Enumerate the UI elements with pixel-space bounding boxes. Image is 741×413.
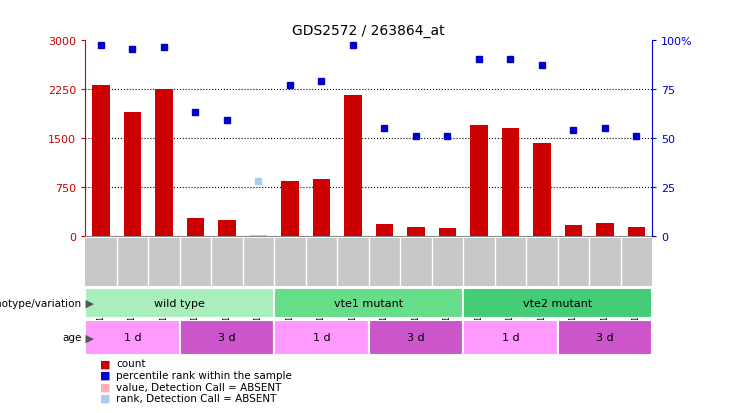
Bar [502, 129, 519, 237]
Bar [628, 227, 645, 237]
Text: ▶: ▶ [82, 298, 94, 308]
Bar [156, 90, 173, 237]
Text: 1 d: 1 d [313, 332, 330, 343]
Bar [463, 288, 652, 318]
Text: vte2 mutant: vte2 mutant [523, 298, 592, 308]
Bar [471, 126, 488, 237]
Bar [463, 320, 557, 355]
Text: ■: ■ [100, 358, 110, 368]
Title: GDS2572 / 263864_at: GDS2572 / 263864_at [293, 24, 445, 38]
Text: wild type: wild type [154, 298, 205, 308]
Bar [219, 221, 236, 237]
Bar [187, 218, 204, 237]
Bar [274, 320, 369, 355]
Text: percentile rank within the sample: percentile rank within the sample [116, 370, 292, 380]
Text: ■: ■ [100, 370, 110, 380]
Text: age: age [62, 332, 82, 343]
Bar [282, 181, 299, 237]
Bar [534, 144, 551, 237]
Bar [368, 320, 463, 355]
Bar [274, 288, 463, 318]
Bar [179, 320, 274, 355]
Bar [565, 225, 582, 237]
Bar [250, 236, 267, 237]
Text: 3 d: 3 d [596, 332, 614, 343]
Text: 1 d: 1 d [124, 332, 142, 343]
Text: value, Detection Call = ABSENT: value, Detection Call = ABSENT [116, 382, 282, 392]
Bar [85, 320, 179, 355]
Bar [93, 86, 110, 237]
Text: rank, Detection Call = ABSENT: rank, Detection Call = ABSENT [116, 393, 276, 403]
Bar [124, 112, 141, 237]
Bar [557, 320, 652, 355]
Bar [313, 180, 330, 237]
Bar [345, 95, 362, 237]
Text: ▶: ▶ [82, 332, 94, 343]
Text: 3 d: 3 d [218, 332, 236, 343]
Text: ■: ■ [100, 393, 110, 403]
Bar [408, 228, 425, 237]
Text: count: count [116, 358, 146, 368]
Text: 3 d: 3 d [407, 332, 425, 343]
Bar [85, 288, 274, 318]
Text: ■: ■ [100, 382, 110, 392]
Bar [439, 228, 456, 237]
Text: genotype/variation: genotype/variation [0, 298, 82, 308]
Bar [597, 223, 614, 237]
Text: vte1 mutant: vte1 mutant [334, 298, 403, 308]
Bar [376, 225, 393, 237]
Text: 1 d: 1 d [502, 332, 519, 343]
